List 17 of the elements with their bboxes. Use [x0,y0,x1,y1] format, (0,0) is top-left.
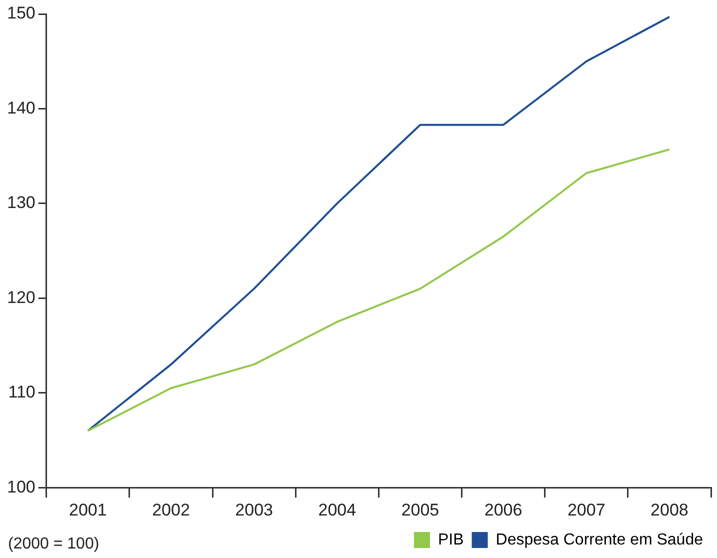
text: (2000 = 100) [8,535,100,552]
y-tick-label: 150 [6,4,36,23]
x-tick-label: 2004 [318,500,356,520]
y-tick-label: 110 [8,382,36,402]
legend-label: Despesa Corrente em Saúde [496,531,704,548]
x-tick-label: 2003 [235,500,273,520]
x-tick-label: 2006 [484,500,522,520]
y-tick-label: 100 [6,477,36,496]
x-tick-label: 2008 [650,500,688,520]
legend-label: PIB [438,531,464,548]
x-tick-label: 2007 [567,500,606,520]
y-tick-label: 120 [6,288,36,307]
x-tick-label: 2005 [401,500,440,520]
x-tick-label: 2002 [152,500,190,520]
y-tick-label: 130 [6,193,36,212]
x-tick-label: 2001 [68,500,107,520]
y-tick-label: 140 [6,98,36,118]
